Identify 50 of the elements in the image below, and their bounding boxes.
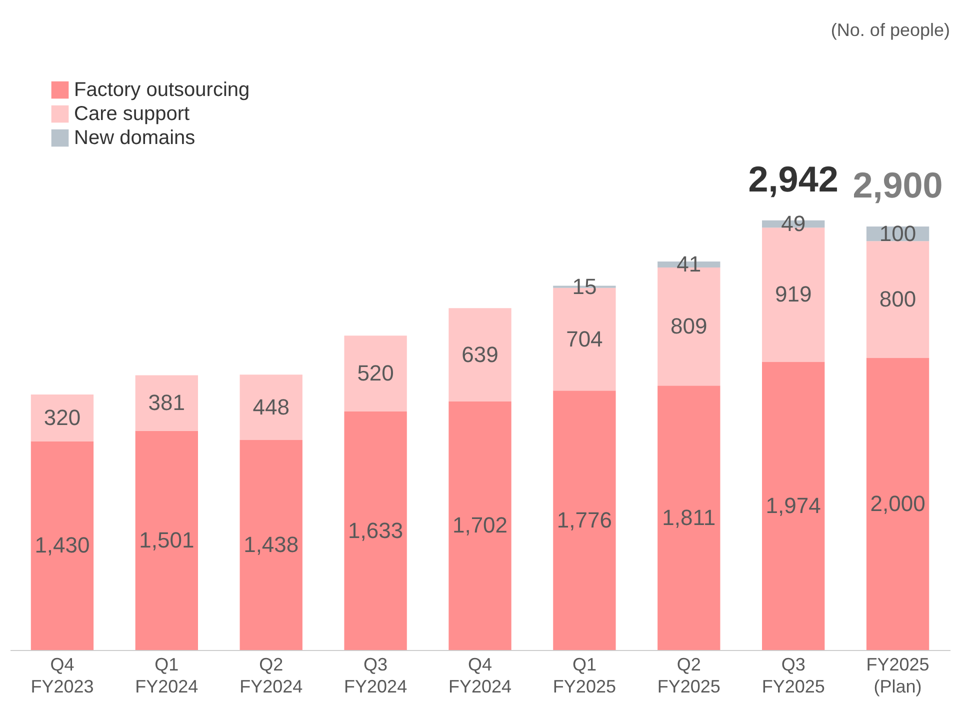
legend-label: Factory outsourcing — [74, 79, 250, 101]
x-tick-label: Q2 FY2025 — [657, 654, 720, 696]
data-label: 1,702 — [452, 512, 508, 538]
bar — [762, 362, 825, 650]
x-tick-label: Q4 FY2024 — [448, 654, 512, 696]
bar — [135, 430, 198, 650]
bar — [658, 386, 720, 650]
data-label: 15 — [572, 274, 597, 299]
bar — [135, 375, 198, 431]
data-label: 100 — [879, 220, 916, 246]
data-label: 919 — [774, 282, 812, 307]
bar — [30, 441, 94, 650]
text: (No. of people) — [830, 20, 950, 40]
bar — [448, 308, 512, 402]
data-label: 320 — [44, 404, 81, 430]
bar — [344, 336, 407, 412]
bar — [866, 358, 930, 650]
x-tick-label: Q1 FY2025 — [552, 654, 616, 696]
data-label: 1,974 — [766, 492, 821, 518]
x-tick-label: Q4 FY2023 — [30, 654, 94, 696]
data-label: 520 — [357, 360, 394, 386]
data-label: 809 — [670, 314, 708, 339]
legend-label: New domains — [74, 127, 196, 149]
data-label: 1,501 — [139, 527, 194, 552]
total-label: 2,942 — [748, 158, 838, 200]
x-tick-label: Q3 FY2024 — [344, 654, 408, 696]
bar — [448, 401, 512, 650]
bar — [240, 374, 302, 440]
data-label: 639 — [462, 342, 498, 367]
data-label: 704 — [566, 326, 603, 352]
total-label: 2,900 — [852, 164, 943, 206]
data-label: 448 — [252, 394, 290, 420]
legend-label: Care support — [74, 103, 190, 125]
data-label: 1,438 — [244, 532, 299, 558]
data-label: 1,776 — [556, 507, 612, 532]
data-label: 1,430 — [34, 532, 90, 558]
data-label: 1,633 — [348, 518, 404, 543]
bar — [866, 241, 930, 358]
bar — [553, 390, 616, 650]
data-label: 1,811 — [662, 504, 716, 530]
bar — [240, 440, 302, 650]
x-tick-label: FY2025 (Plan) — [866, 654, 930, 696]
bar — [344, 412, 407, 650]
x-tick-label: Q3 FY2025 — [762, 654, 825, 696]
x-tick-label: Q1 FY2024 — [135, 654, 198, 696]
x-tick-label: Q2 FY2024 — [240, 654, 303, 696]
data-label: 381 — [148, 390, 186, 416]
data-label: 800 — [879, 286, 916, 312]
data-label: 2,000 — [870, 490, 926, 516]
bar — [30, 394, 94, 442]
